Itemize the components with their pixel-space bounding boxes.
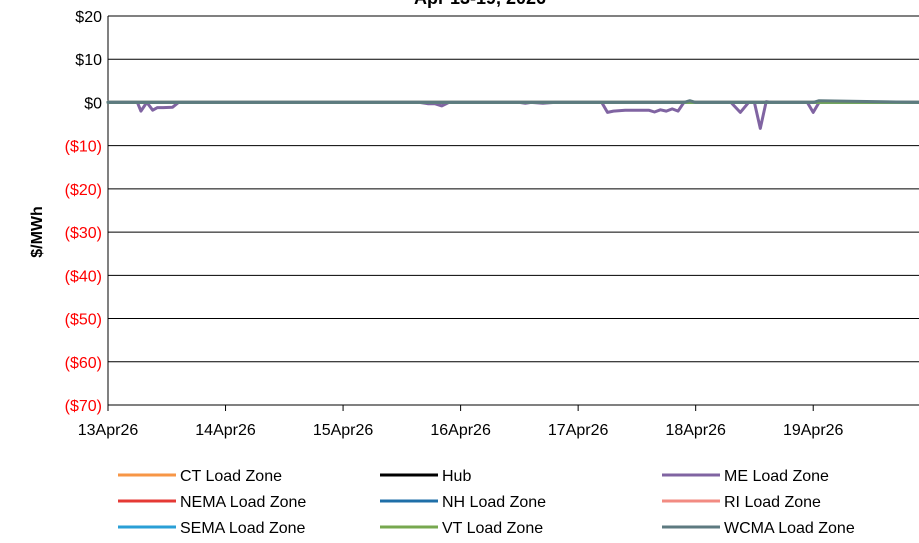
x-axis-ticks: 13Apr26 14Apr26 15Apr26 16Apr26 17Apr26 18Apr… — [78, 405, 844, 439]
x-tick-label: 17Apr26 — [548, 422, 609, 439]
legend-label: SEMA Load Zone — [180, 520, 306, 537]
y-tick-label: ($60) — [65, 355, 102, 372]
legend: CT Load Zone Hub ME Load Zone NEMA Load Zon… — [118, 468, 855, 537]
x-tick-label: 13Apr26 — [78, 422, 139, 439]
series-line-me-load-zone — [106, 100, 919, 130]
x-tick-label: 14Apr26 — [195, 422, 256, 439]
chart-title: Apr 13-19, 2026 — [414, 0, 546, 8]
legend-label: VT Load Zone — [442, 520, 543, 537]
x-tick-label: 16Apr26 — [430, 422, 491, 439]
y-tick-label: ($40) — [65, 268, 102, 285]
y-axis-title: $/MWh — [29, 206, 46, 258]
y-tick-label: $20 — [75, 9, 102, 26]
y-tick-label: ($20) — [65, 182, 102, 199]
y-tick-label: ($50) — [65, 312, 102, 329]
x-tick-label: 15Apr26 — [313, 422, 374, 439]
legend-label: WCMA Load Zone — [724, 520, 855, 537]
y-tick-label: ($70) — [65, 398, 102, 415]
y-tick-label: $0 — [84, 95, 102, 112]
y-axis-ticks: $20 $10 $0 ($10) ($20) ($30) ($40) ($50) ($60) ($… — [65, 9, 102, 415]
y-tick-label: $10 — [75, 52, 102, 69]
x-tick-label: 18Apr26 — [665, 422, 726, 439]
series-line-wcma-load-zone — [106, 99, 919, 104]
legend-label: NEMA Load Zone — [180, 494, 306, 511]
gridlines — [108, 15, 919, 406]
x-tick-label: 19Apr26 — [783, 422, 844, 439]
y-tick-label: ($30) — [65, 225, 102, 242]
legend-label: NH Load Zone — [442, 494, 546, 511]
legend-label: CT Load Zone — [180, 468, 282, 485]
y-tick-label: ($10) — [65, 139, 102, 156]
legend-label: Hub — [442, 468, 471, 485]
legend-label: ME Load Zone — [724, 468, 829, 485]
legend-label: RI Load Zone — [724, 494, 821, 511]
series-lines — [106, 99, 919, 130]
